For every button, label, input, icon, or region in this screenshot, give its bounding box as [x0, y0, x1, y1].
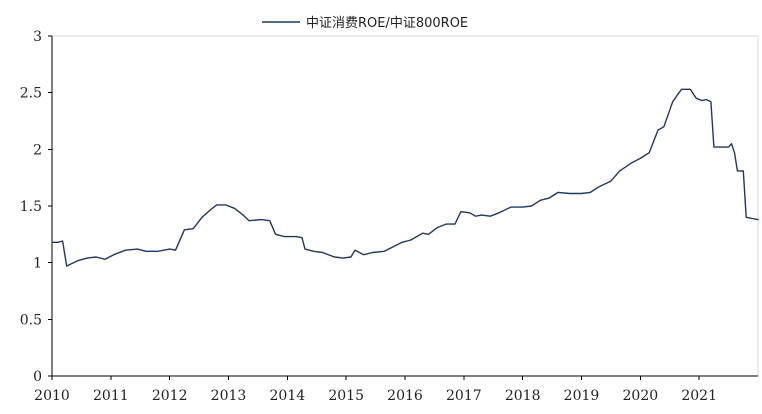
y-tick-label: 0.5	[20, 312, 42, 328]
legend-label: 中证消费ROE/中证800ROE	[306, 16, 468, 31]
y-tick-label: 0	[33, 369, 42, 385]
x-tick-label: 2012	[152, 388, 188, 404]
x-tick-label: 2016	[387, 388, 423, 404]
y-axis-ticks: 0 0.5 1 1.5 2 2.5 3	[20, 29, 52, 385]
x-tick-label: 2018	[505, 388, 541, 404]
x-tick-label: 2021	[681, 388, 717, 404]
x-tick-label: 2011	[93, 388, 129, 404]
plot-frame	[51, 35, 759, 377]
x-tick-label: 2019	[564, 388, 600, 404]
y-tick-label: 1.5	[20, 199, 42, 215]
x-tick-label: 2014	[270, 388, 306, 404]
x-axis-ticks: 2010 2011 2012 2013 2014 2015 2016 2017 2018 2019…	[34, 376, 717, 404]
y-tick-label: 1	[33, 256, 42, 272]
x-tick-label: 2013	[211, 388, 247, 404]
x-tick-label: 2017	[446, 388, 482, 404]
legend: 中证消费ROE/中证800ROE	[262, 16, 468, 31]
x-tick-label: 2010	[34, 388, 70, 404]
y-tick-label: 2.5	[20, 86, 42, 102]
x-tick-label: 2015	[328, 388, 364, 404]
x-tick-label: 2020	[623, 388, 659, 404]
series-layer	[51, 88, 759, 267]
y-tick-label: 2	[33, 142, 42, 158]
series-line	[51, 88, 759, 267]
y-tick-label: 3	[33, 29, 42, 45]
